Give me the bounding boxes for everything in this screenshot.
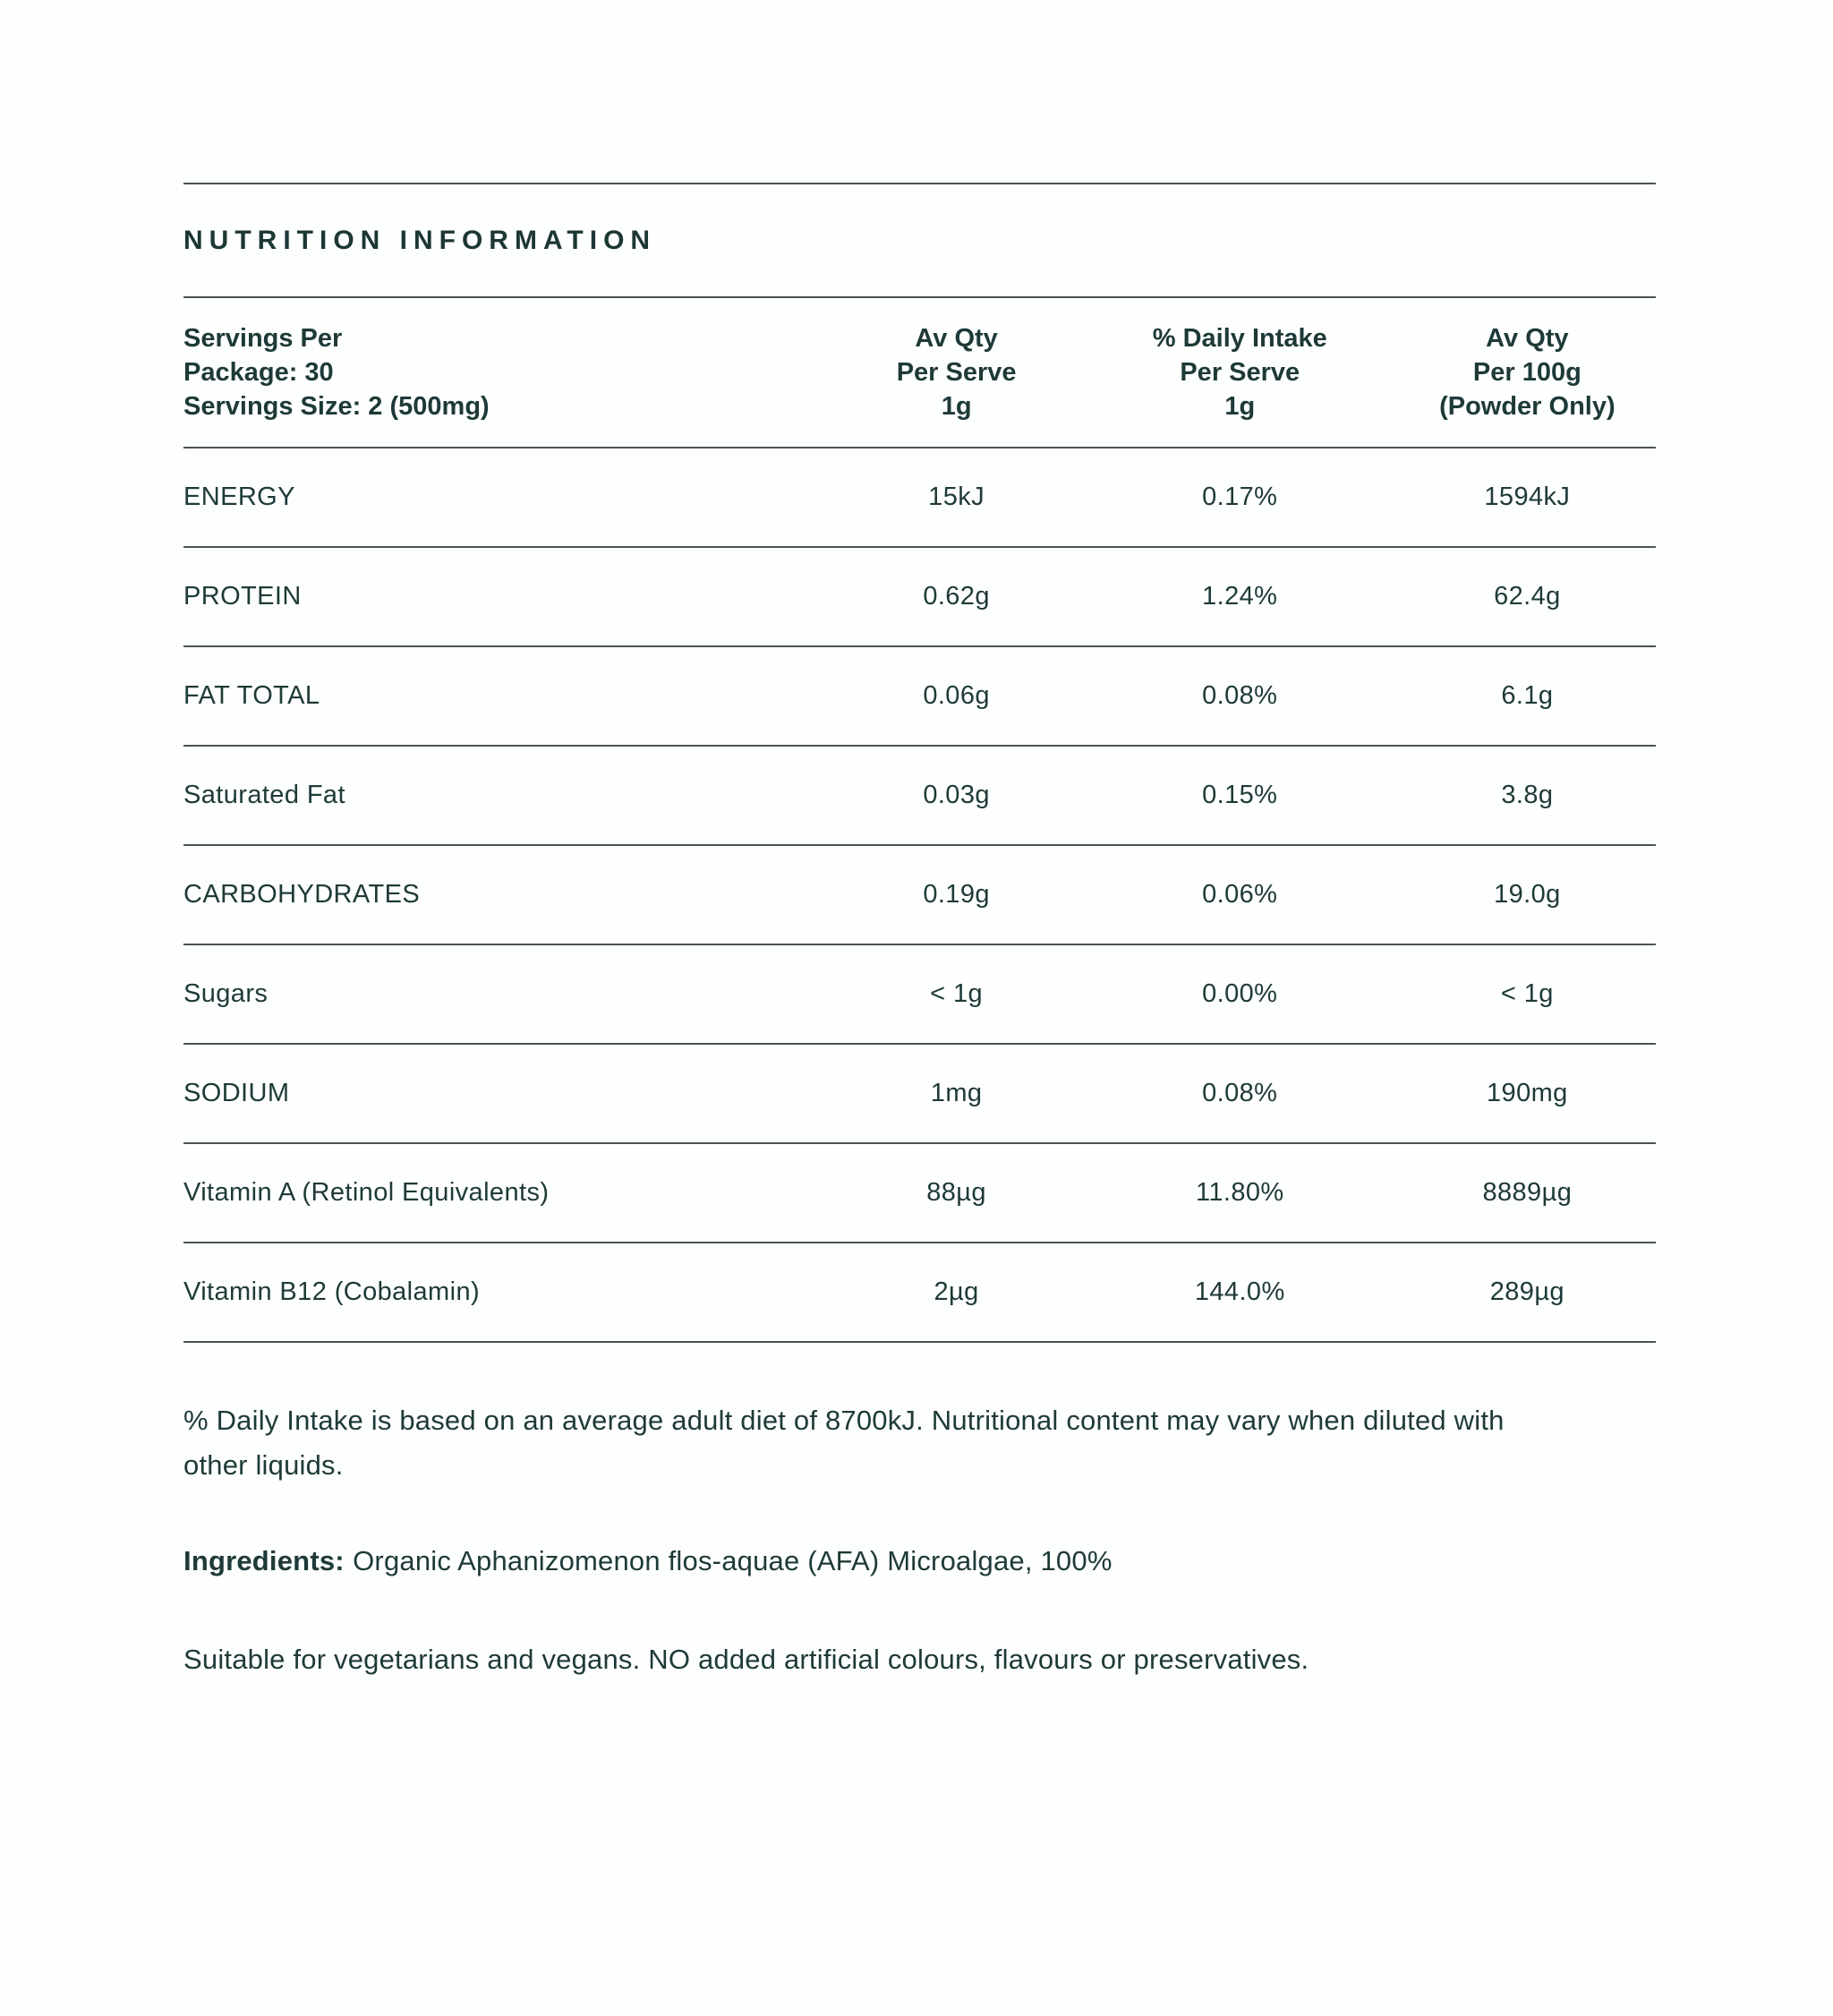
row-per-100g: < 1g bbox=[1500, 979, 1554, 1008]
row-daily-intake: 1.24% bbox=[1202, 582, 1278, 611]
header-line: % Daily Intake bbox=[1152, 324, 1327, 353]
row-label: Saturated Fat bbox=[183, 781, 345, 809]
row-per-100g: 6.1g bbox=[1501, 681, 1554, 710]
row-per-100g: 289µg bbox=[1489, 1277, 1564, 1306]
table-row-sugars: Sugars < 1g 0.00% < 1g bbox=[183, 945, 1656, 1045]
header-av-qty-per-serve: Av Qty Per Serve 1g bbox=[787, 321, 1125, 423]
header-line: Per Serve bbox=[896, 358, 1017, 387]
row-daily-intake: 0.08% bbox=[1202, 1079, 1278, 1107]
row-daily-intake: 144.0% bbox=[1194, 1277, 1285, 1306]
daily-intake-note-line: other liquids. bbox=[183, 1449, 344, 1481]
header-servings-line: Servings Per bbox=[183, 324, 343, 353]
row-per-serve: < 1g bbox=[930, 979, 984, 1008]
row-label: FAT TOTAL bbox=[183, 681, 320, 710]
row-label: PROTEIN bbox=[183, 582, 302, 611]
divider bbox=[183, 183, 1656, 184]
daily-intake-note: % Daily Intake is based on an average ad… bbox=[183, 1398, 1656, 1488]
header-line: Per Serve bbox=[1180, 358, 1300, 387]
nutrition-table: ENERGY 15kJ 0.17% 1594kJ PROTEIN 0.62g 1… bbox=[183, 448, 1656, 1343]
row-label: Vitamin A (Retinol Equivalents) bbox=[183, 1178, 550, 1207]
row-per-100g: 19.0g bbox=[1494, 880, 1561, 909]
table-row-fat-total: FAT TOTAL 0.06g 0.08% 6.1g bbox=[183, 647, 1656, 747]
divider bbox=[183, 447, 1656, 448]
table-row-saturated-fat: Saturated Fat 0.03g 0.15% 3.8g bbox=[183, 747, 1656, 846]
row-per-serve: 88µg bbox=[926, 1178, 986, 1207]
table-row-carbohydrates: CARBOHYDRATES 0.19g 0.06% 19.0g bbox=[183, 846, 1656, 945]
row-daily-intake: 0.00% bbox=[1202, 979, 1278, 1008]
header-line: 1g bbox=[1224, 392, 1256, 421]
header-servings-line: Servings Size: 2 (500mg) bbox=[183, 392, 490, 421]
header-line: 1g bbox=[941, 392, 972, 421]
row-daily-intake: 0.17% bbox=[1202, 483, 1278, 511]
row-daily-intake: 0.15% bbox=[1202, 781, 1278, 809]
table-row-sodium: SODIUM 1mg 0.08% 190mg bbox=[183, 1045, 1656, 1144]
header-daily-intake: % Daily Intake Per Serve 1g bbox=[1126, 321, 1354, 423]
row-per-serve: 0.62g bbox=[923, 582, 990, 611]
row-per-100g: 190mg bbox=[1487, 1079, 1568, 1107]
page-title: NUTRITION INFORMATION bbox=[183, 225, 657, 255]
table-row-vitamin-b12: Vitamin B12 (Cobalamin) 2µg 144.0% 289µg bbox=[183, 1243, 1656, 1343]
daily-intake-note-line: % Daily Intake is based on an average ad… bbox=[183, 1405, 1505, 1436]
row-daily-intake: 11.80% bbox=[1195, 1178, 1284, 1207]
row-per-serve: 0.06g bbox=[923, 681, 990, 710]
suitability-note: Suitable for vegetarians and vegans. NO … bbox=[183, 1644, 1309, 1675]
ingredients-line: Ingredients: Organic Aphanizomenon flos-a… bbox=[183, 1545, 1656, 1577]
row-label: SODIUM bbox=[183, 1079, 290, 1107]
ingredients-text: Organic Aphanizomenon flos-aquae (AFA) M… bbox=[353, 1545, 1113, 1576]
table-row-protein: PROTEIN 0.62g 1.24% 62.4g bbox=[183, 548, 1656, 647]
title-block: NUTRITION INFORMATION bbox=[183, 184, 1656, 296]
nutrition-panel: NUTRITION INFORMATION Servings Per Packa… bbox=[183, 183, 1656, 1676]
divider bbox=[183, 296, 1656, 298]
row-per-serve: 1mg bbox=[930, 1079, 983, 1107]
table-row-vitamin-a: Vitamin A (Retinol Equivalents) 88µg 11.… bbox=[183, 1144, 1656, 1243]
row-per-serve: 0.19g bbox=[923, 880, 990, 909]
row-per-serve: 15kJ bbox=[928, 483, 985, 511]
header-av-qty-per-100g: Av Qty Per 100g (Powder Only) bbox=[1354, 321, 1656, 423]
row-daily-intake: 0.06% bbox=[1202, 880, 1278, 909]
header-line: Av Qty bbox=[1486, 324, 1569, 353]
row-per-100g: 3.8g bbox=[1501, 781, 1554, 809]
row-per-100g: 8889µg bbox=[1482, 1178, 1573, 1207]
row-per-serve: 0.03g bbox=[923, 781, 990, 809]
row-per-serve: 2µg bbox=[934, 1277, 979, 1306]
header-line: (Powder Only) bbox=[1439, 392, 1616, 421]
header-line: Av Qty bbox=[915, 324, 998, 353]
row-daily-intake: 0.08% bbox=[1202, 681, 1278, 710]
row-per-100g: 62.4g bbox=[1494, 582, 1561, 611]
row-label: CARBOHYDRATES bbox=[183, 880, 421, 909]
table-header: Servings Per Package: 30 Servings Size: … bbox=[183, 298, 1656, 447]
table-row-energy: ENERGY 15kJ 0.17% 1594kJ bbox=[183, 448, 1656, 548]
header-servings-line: Package: 30 bbox=[183, 358, 334, 387]
header-line: Per 100g bbox=[1472, 358, 1581, 387]
row-per-100g: 1594kJ bbox=[1484, 483, 1571, 511]
row-label: Sugars bbox=[183, 979, 269, 1008]
row-label: ENERGY bbox=[183, 483, 295, 511]
row-label: Vitamin B12 (Cobalamin) bbox=[183, 1277, 481, 1306]
header-servings: Servings Per Package: 30 Servings Size: … bbox=[183, 321, 787, 423]
ingredients-label: Ingredients: bbox=[183, 1545, 345, 1576]
